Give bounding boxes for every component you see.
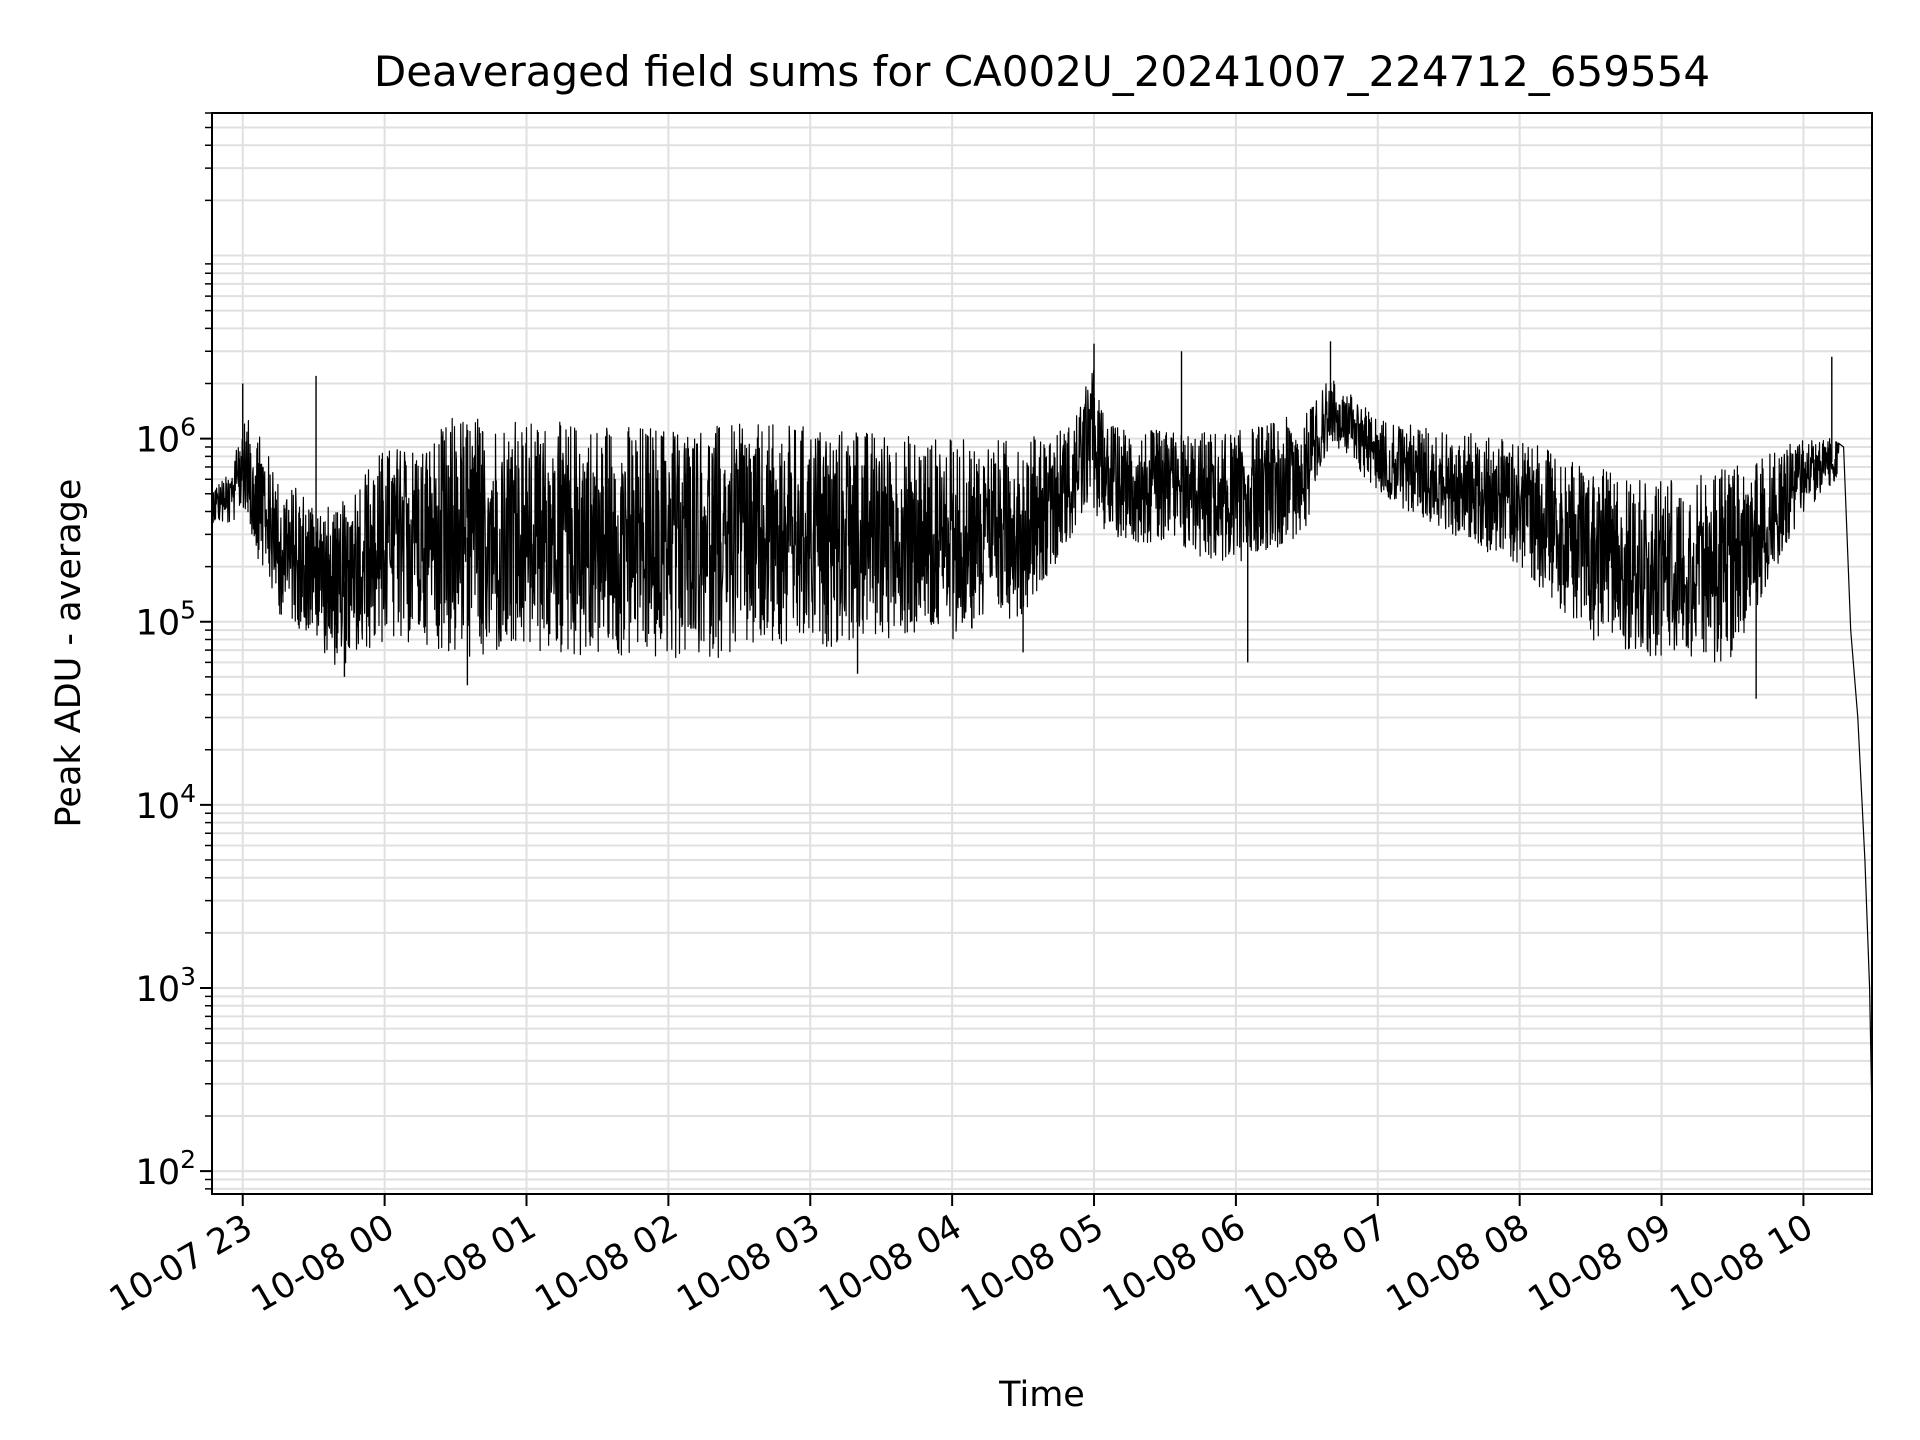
x-axis-label: Time	[998, 1375, 1085, 1415]
y-tick-label: 106	[136, 413, 196, 461]
plot-frame	[211, 112, 1873, 1195]
data-series	[211, 341, 1873, 1117]
y-tick-label: 103	[136, 962, 196, 1010]
y-axis-label: Peak ADU - average	[49, 479, 89, 828]
series-line	[211, 370, 1873, 1117]
grid-lines	[212, 112, 1872, 1194]
y-tick-label: 102	[136, 1145, 196, 1193]
y-tick-label: 104	[136, 779, 196, 827]
chart-title: Deaveraged field sums for CA002U_2024100…	[374, 47, 1710, 96]
y-tick-label: 105	[136, 596, 196, 644]
